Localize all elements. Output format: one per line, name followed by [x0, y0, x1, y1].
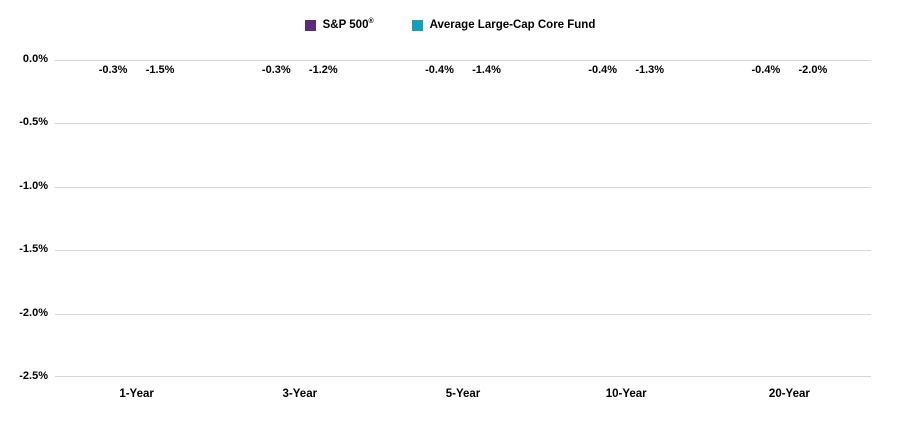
bar-column-s-p-500-5-year: -1.4%	[467, 60, 506, 76]
gridline	[55, 250, 871, 252]
bar-value-label: -0.4%	[751, 64, 781, 76]
plot-area: -0.3% -1.5% -0.3% -1.2% -0.4% -1.4% -0.4% -1.3%…	[55, 60, 871, 377]
x-tick-label-1-year: 1-Year	[119, 388, 154, 400]
bar-column-average-large-cap-core-fund-1-year: -0.3%	[94, 60, 133, 76]
legend-item-s-p-500: S&P 500®	[304, 18, 374, 32]
bar-column-average-large-cap-core-fund-10-year: -0.4%	[583, 60, 622, 76]
bar-group-1-year: -0.3% -1.5%	[94, 60, 180, 377]
bar-value-label: -0.4%	[425, 64, 454, 76]
bar-group-10-year: -0.4% -1.3%	[583, 60, 669, 377]
chart-legend: S&P 500® Average Large-Cap Core Fund	[0, 18, 900, 32]
y-axis: 0.0% -0.5% -1.0% -1.5% -2.0% -2.5%	[0, 53, 48, 382]
bar-group-5-year: -0.4% -1.4%	[420, 60, 506, 377]
x-tick-label-20-year: 20-Year	[768, 388, 810, 400]
y-tick-label: -2.5%	[19, 370, 48, 382]
bar-value-label: -1.5%	[145, 64, 175, 76]
y-tick-label: 0.0%	[22, 53, 48, 65]
bar-group-20-year: -0.4% -2.0%	[746, 60, 832, 377]
gridline	[55, 123, 871, 125]
gridline	[55, 60, 871, 61]
bar-value-label: -1.2%	[308, 64, 338, 76]
y-tick-label: -1.5%	[19, 243, 48, 256]
x-tick-label-3-year: 3-Year	[282, 388, 318, 400]
x-tick-label-5-year: 5-Year	[445, 388, 481, 400]
gridline	[55, 313, 871, 315]
bar-value-label: -1.3%	[635, 64, 665, 76]
x-tick-label-10-year: 10-Year	[605, 388, 647, 400]
legend-swatch-s-p-500	[304, 20, 316, 32]
bar-column-s-p-500-3-year: -1.2%	[304, 60, 343, 76]
bar-group-3-year: -0.3% -1.2%	[257, 60, 343, 377]
bar-column-s-p-500-20-year: -2.0%	[793, 60, 832, 76]
y-tick-label: -0.5%	[19, 116, 48, 129]
bar-column-average-large-cap-core-fund-20-year: -0.4%	[746, 60, 785, 76]
bar-value-label: -2.0%	[798, 64, 828, 76]
legend-item-average-large-cap-core-fund: Average Large-Cap Core Fund	[411, 19, 596, 32]
registered-mark: ®	[368, 18, 374, 26]
bar-column-s-p-500-1-year: -1.5%	[141, 60, 180, 76]
x-axis: 1-Year 3-Year 5-Year 10-Year 20-Year	[55, 388, 871, 406]
bar-value-label: -0.3%	[261, 64, 291, 76]
bar-column-s-p-500-10-year: -1.3%	[630, 60, 669, 76]
y-tick-label: -2.0%	[19, 306, 48, 319]
legend-label: Average Large-Cap Core Fund	[429, 19, 596, 31]
bar-value-label: -0.3%	[98, 64, 128, 76]
gridline	[55, 376, 871, 377]
legend-swatch-average-large-cap-core-fund	[411, 20, 423, 32]
bar-column-average-large-cap-core-fund-3-year: -0.3%	[257, 60, 296, 76]
gridline	[55, 186, 871, 188]
bar-value-label: -0.4%	[588, 64, 618, 76]
bar-column-average-large-cap-core-fund-5-year: -0.4%	[420, 60, 459, 76]
legend-label: S&P 500®	[322, 18, 374, 31]
bar-value-label: -1.4%	[472, 64, 501, 76]
y-tick-label: -1.0%	[19, 179, 48, 192]
